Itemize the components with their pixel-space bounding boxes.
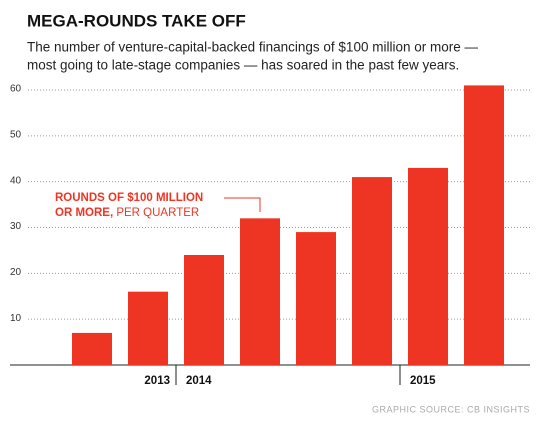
y-tick-label: 60 bbox=[10, 84, 22, 95]
bar bbox=[128, 291, 168, 365]
subtitle: most going to late-stage companies — has… bbox=[27, 58, 459, 73]
y-tick-label: 50 bbox=[10, 129, 22, 140]
x-tick-label: 2014 bbox=[186, 375, 212, 387]
x-tick-label: 2015 bbox=[410, 375, 436, 387]
leader-line bbox=[224, 197, 261, 212]
y-tick-label: 10 bbox=[10, 313, 22, 324]
annotation: PER QUARTER bbox=[116, 207, 199, 219]
y-tick-label: 40 bbox=[10, 175, 22, 186]
bar bbox=[464, 85, 504, 366]
y-tick-label: 20 bbox=[10, 267, 22, 278]
annotation: OR MORE, PER QUARTER bbox=[55, 207, 199, 219]
chart-title: MEGA-ROUNDS TAKE OFF bbox=[27, 11, 246, 30]
annotation: ROUNDS OF $100 MILLION bbox=[55, 192, 203, 204]
x-tick-label: 2013 bbox=[144, 375, 170, 387]
y-tick-label: 30 bbox=[10, 221, 22, 232]
bar bbox=[184, 255, 224, 365]
subtitle: The number of venture-capital-backed fin… bbox=[27, 40, 478, 55]
bar bbox=[72, 332, 112, 365]
annotation: OR MORE, bbox=[55, 207, 113, 219]
bar bbox=[408, 167, 448, 365]
bar bbox=[296, 232, 336, 365]
source: GRAPHIC SOURCE: CB INSIGHTS bbox=[372, 404, 530, 414]
bar bbox=[352, 177, 392, 365]
bar bbox=[240, 218, 280, 365]
